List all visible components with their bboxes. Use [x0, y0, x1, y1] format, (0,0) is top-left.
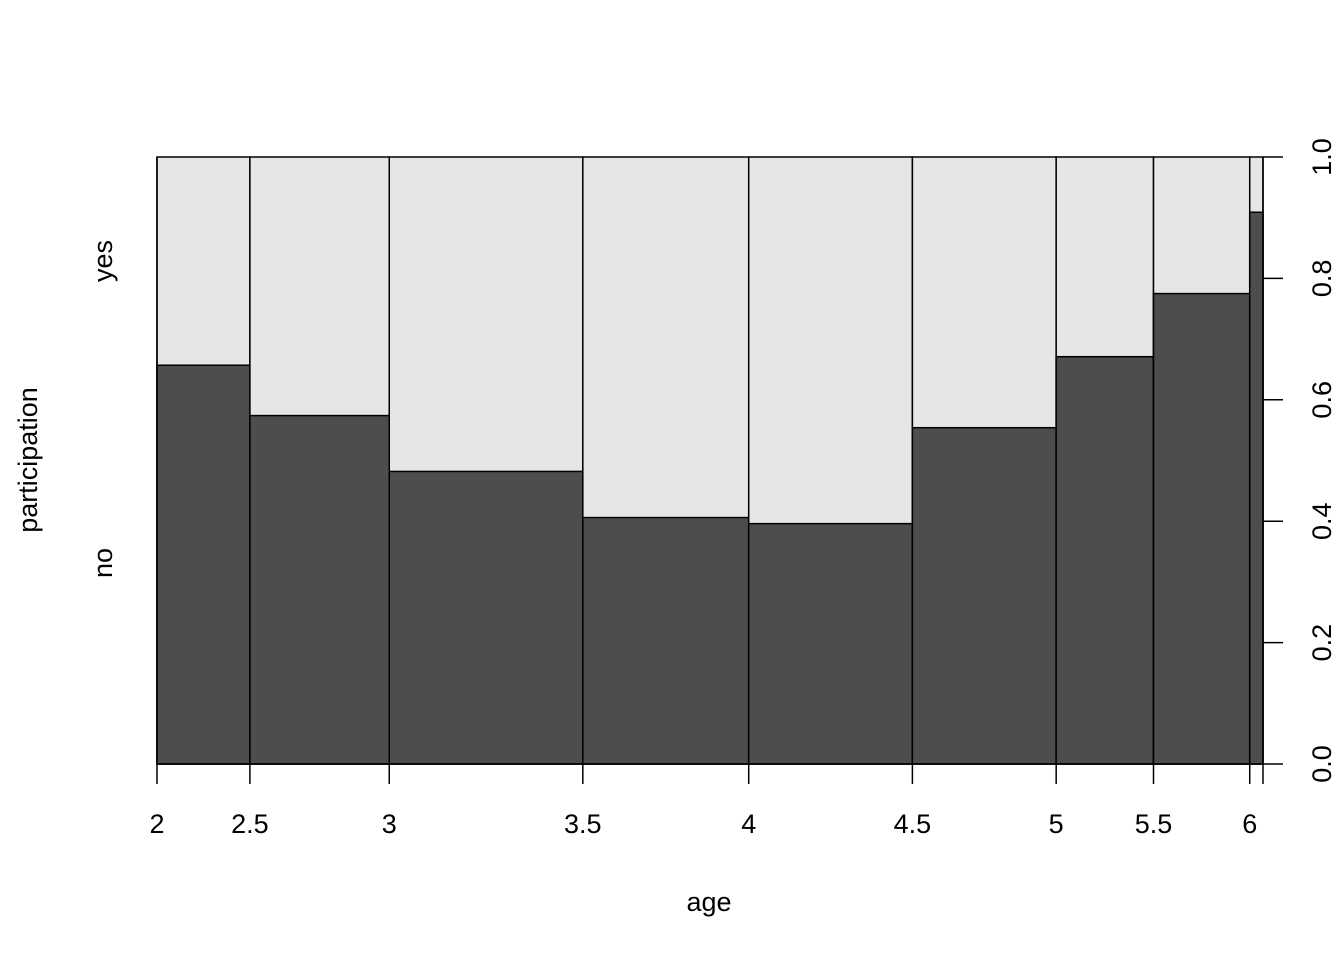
y-axis-title: participation	[13, 387, 43, 533]
bar-no-1	[249, 414, 391, 765]
y-axis-right: 0.0 0.2 0.4 0.6 0.8 1.0	[1262, 138, 1337, 783]
x-tick-label-1: 2.5	[231, 809, 269, 839]
y-right-tick-label-3: 0.6	[1307, 381, 1337, 419]
bar-no-4	[747, 522, 914, 765]
x-tick-label-8: 6	[1242, 809, 1257, 839]
y-right-tick-label-4: 0.8	[1307, 260, 1337, 298]
bar-no-8	[1248, 211, 1264, 765]
y-right-tick-label-2: 0.4	[1307, 502, 1337, 540]
bar-no-7	[1152, 292, 1251, 765]
x-tick-label-4: 4	[741, 809, 756, 839]
y-axis-left-categories: no yes	[88, 157, 158, 764]
x-tick-label-0: 2	[149, 809, 164, 839]
x-tick-label-7: 5.5	[1135, 809, 1173, 839]
y-right-tick-label-5: 1.0	[1307, 138, 1337, 176]
y-right-tick-label-1: 0.2	[1307, 624, 1337, 662]
x-tick-label-6: 5	[1049, 809, 1064, 839]
y-left-category-label-yes: yes	[88, 240, 118, 282]
bars-group	[156, 156, 1264, 765]
y-left-category-label-no: no	[88, 548, 118, 578]
x-tick-label-3: 3.5	[564, 809, 602, 839]
bar-no-0	[156, 364, 251, 765]
x-axis-title: age	[686, 887, 731, 917]
bar-no-5	[911, 426, 1057, 765]
x-axis: 2 2.5 3 3.5 4 4.5 5 5.5 6	[149, 763, 1264, 839]
y-right-tick-label-0: 0.0	[1307, 745, 1337, 783]
x-tick-label-5: 4.5	[894, 809, 932, 839]
bar-no-2	[388, 470, 584, 765]
bar-no-6	[1055, 355, 1155, 765]
x-tick-label-2: 3	[382, 809, 397, 839]
bar-no-3	[582, 516, 750, 765]
